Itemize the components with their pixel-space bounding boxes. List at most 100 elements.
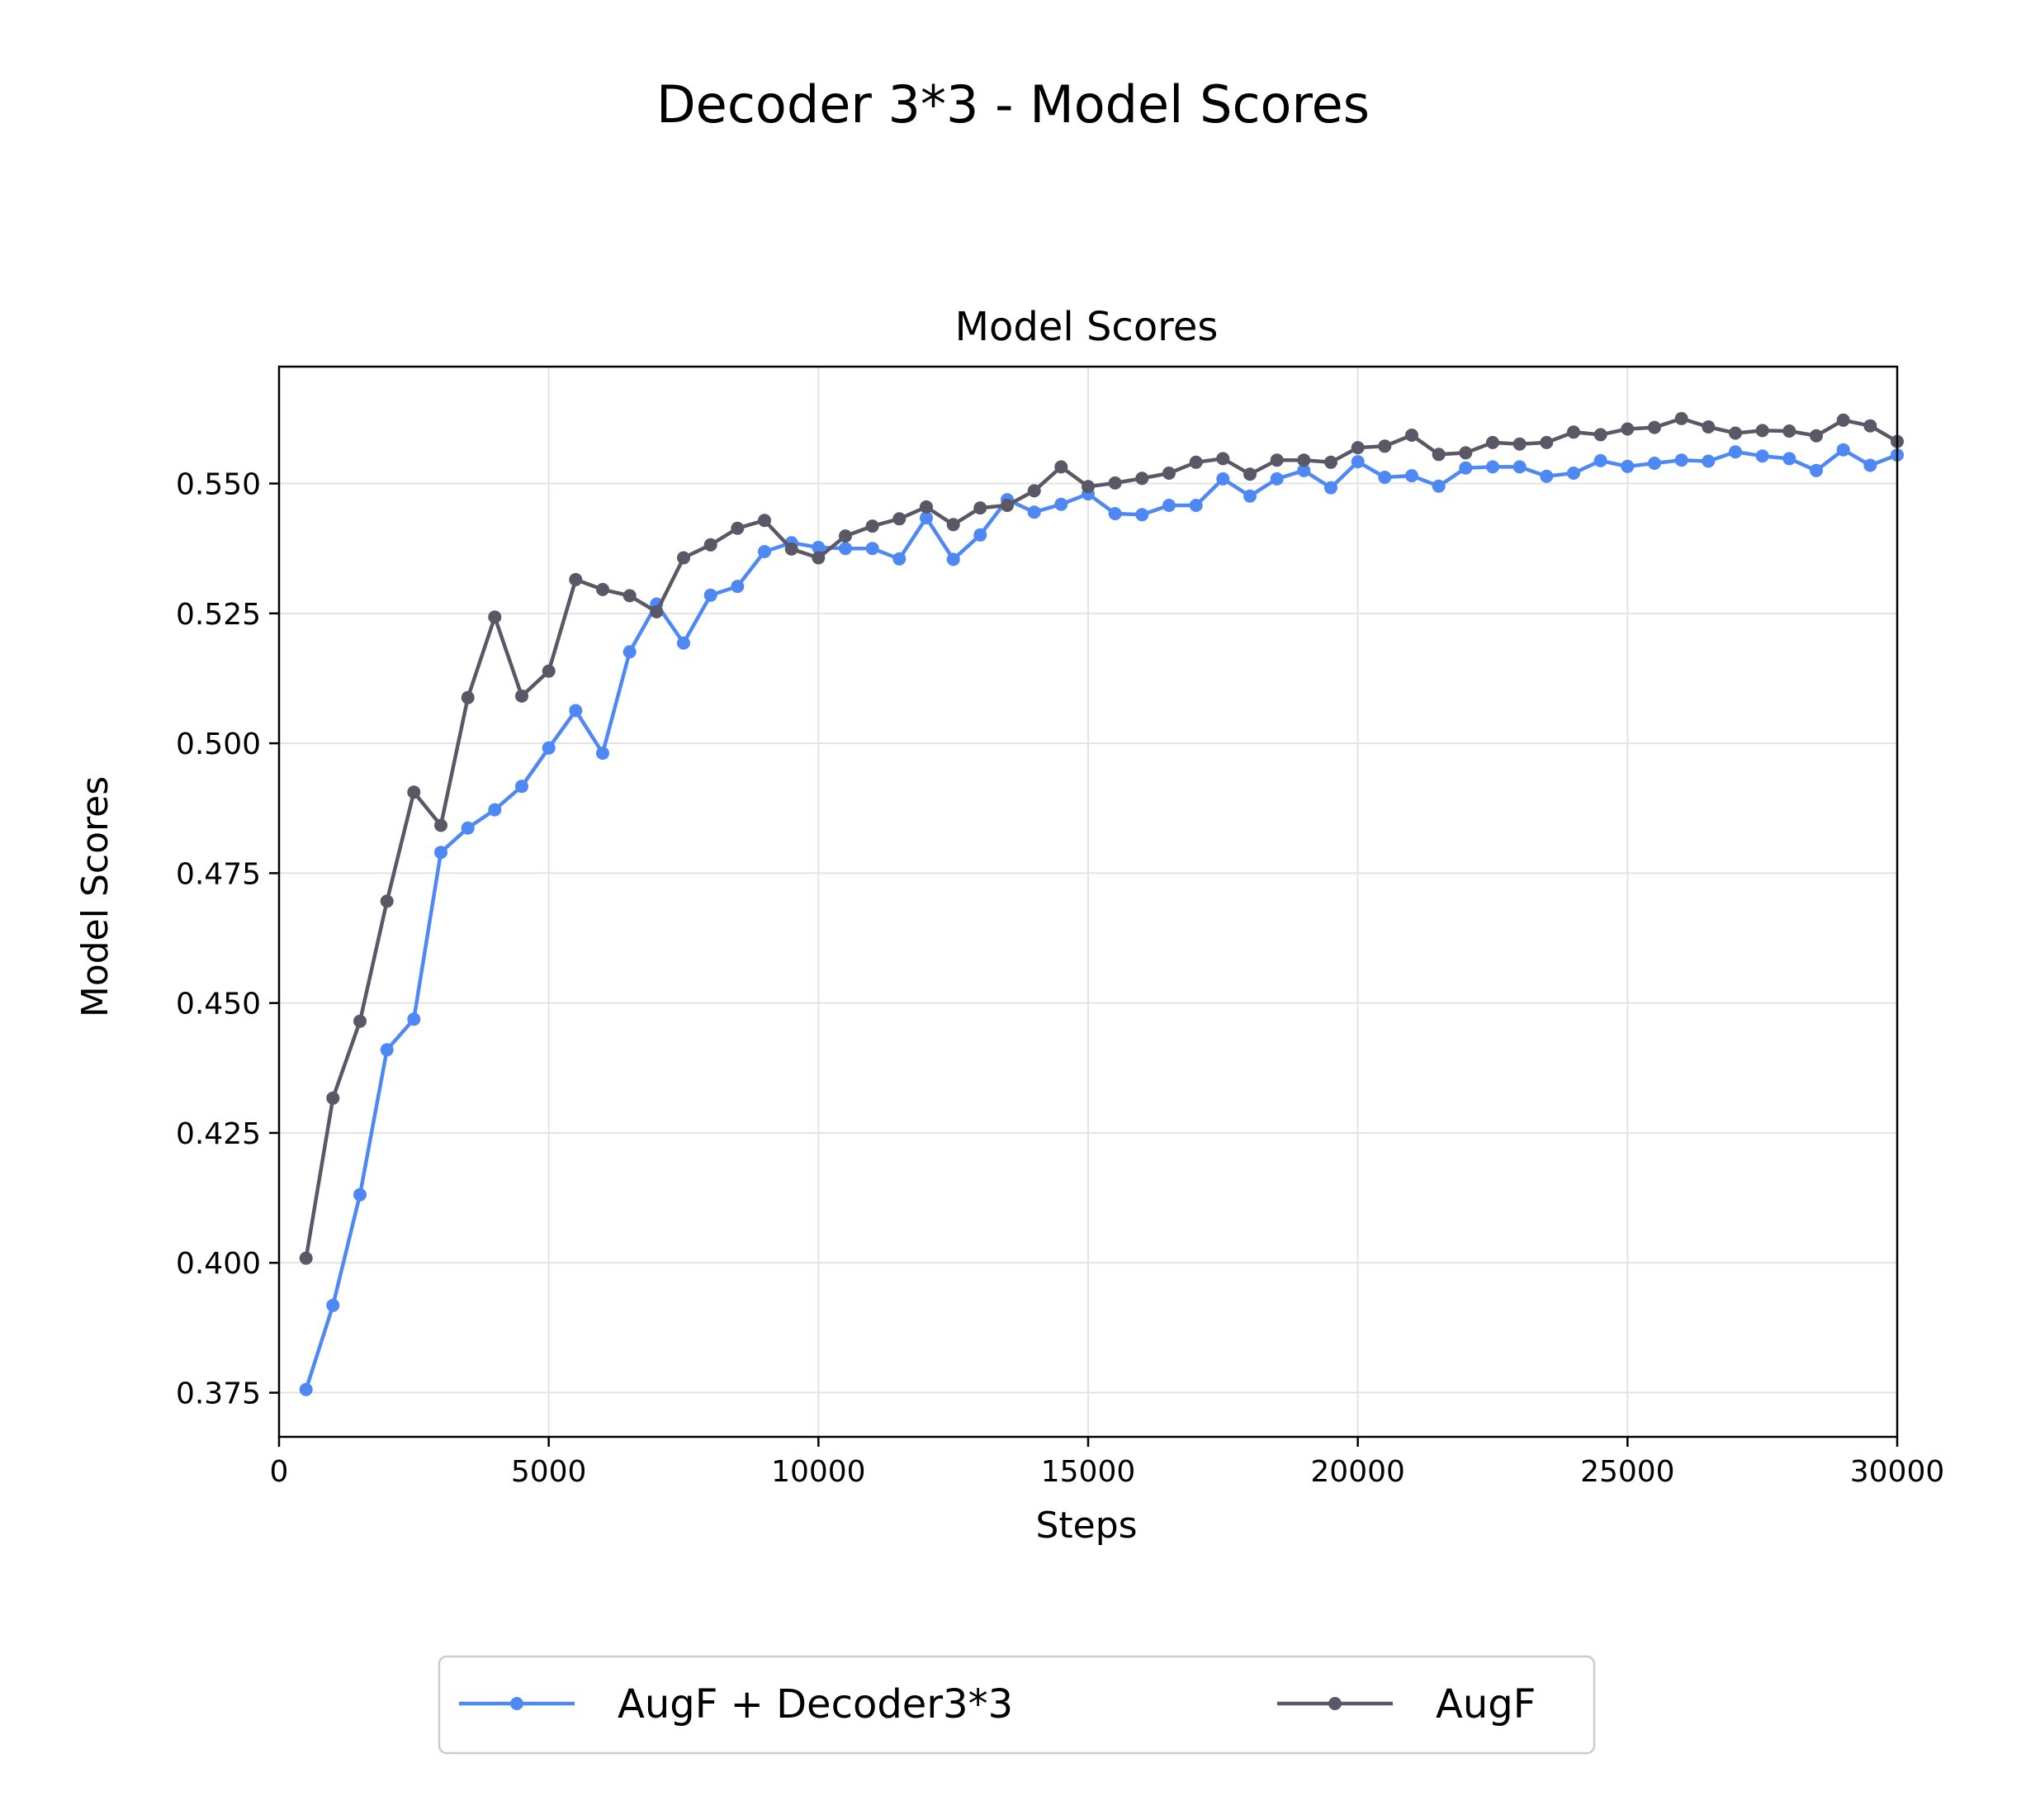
data-point (703, 588, 717, 602)
data-point (1378, 471, 1392, 484)
data-point (784, 542, 798, 556)
data-point (731, 580, 745, 594)
data-point (1243, 467, 1257, 481)
data-point (731, 521, 745, 535)
x-tick-label: 20000 (1310, 1455, 1405, 1489)
legend-label-augf-decoder: AugF + Decoder3*3 (618, 1681, 1013, 1728)
x-tick-label: 5000 (511, 1455, 587, 1489)
data-point (865, 519, 879, 533)
x-tick-label: 10000 (771, 1455, 866, 1489)
data-point (1755, 449, 1769, 463)
data-point (1216, 472, 1230, 486)
data-point (461, 690, 475, 704)
data-point (299, 1251, 313, 1265)
y-axis-ticks: 0.375 0.400 0.425 0.450 0.475 0.500 0.525 0.550 (176, 468, 279, 1411)
data-point (1054, 497, 1068, 511)
series-0 (299, 443, 1904, 1396)
y-axis-label: Model Scores (74, 776, 116, 1017)
data-point (973, 501, 987, 515)
data-point (461, 821, 475, 835)
data-point (1351, 455, 1365, 469)
data-point (1540, 469, 1554, 483)
data-point (1621, 422, 1635, 436)
y-tick-label: 0.450 (176, 988, 261, 1021)
data-point (946, 518, 960, 532)
data-point (1270, 472, 1284, 486)
data-point (380, 894, 394, 908)
data-point (407, 785, 421, 799)
data-point (1567, 425, 1580, 439)
data-point (1162, 467, 1176, 480)
data-point (1270, 453, 1284, 467)
legend-marker-augf-decoder (510, 1697, 523, 1710)
data-point (758, 545, 771, 558)
data-point (839, 542, 852, 556)
data-point (1189, 455, 1203, 469)
legend: AugF + Decoder3*3 AugF (438, 1655, 1596, 1755)
data-point (1863, 458, 1877, 472)
data-point (1027, 505, 1041, 519)
axes-title: Model Scores (955, 304, 1219, 350)
data-point (1593, 453, 1607, 467)
x-tick-label: 25000 (1580, 1455, 1675, 1489)
data-point (1836, 443, 1850, 457)
data-point (326, 1298, 340, 1312)
data-point (1755, 424, 1769, 438)
data-point (1648, 420, 1661, 434)
legend-marker-augf (1328, 1697, 1342, 1710)
data-point (1567, 467, 1580, 480)
data-point (1621, 459, 1635, 473)
y-tick-label: 0.425 (176, 1117, 261, 1151)
data-point (973, 528, 987, 542)
data-point (1512, 460, 1527, 474)
data-point (353, 1187, 367, 1201)
data-point (1108, 476, 1122, 490)
data-point (1729, 445, 1742, 459)
data-point (1405, 469, 1418, 483)
data-point (1702, 454, 1716, 468)
data-point (1432, 448, 1446, 462)
data-point (1593, 428, 1607, 442)
data-point (1459, 446, 1473, 460)
data-point (434, 818, 447, 832)
data-point (1351, 441, 1365, 455)
data-point (865, 542, 879, 556)
data-point (515, 780, 528, 794)
data-point (1729, 426, 1742, 440)
data-point (1782, 424, 1796, 438)
data-point (758, 514, 771, 528)
y-tick-label: 0.475 (176, 857, 261, 891)
data-point (1702, 420, 1716, 434)
legend-box (438, 1655, 1596, 1755)
legend-label-augf: AugF (1436, 1681, 1536, 1728)
data-point (1054, 460, 1068, 474)
data-point (515, 689, 528, 703)
data-point (1810, 429, 1823, 443)
data-point (1486, 435, 1499, 449)
data-point (1486, 460, 1499, 474)
data-point (812, 540, 826, 554)
data-point (946, 552, 960, 566)
data-point (1108, 507, 1122, 520)
data-point (407, 1012, 421, 1026)
data-point (622, 589, 637, 603)
data-point (1297, 463, 1311, 477)
data-point (1810, 463, 1823, 477)
y-tick-label: 0.500 (176, 728, 261, 761)
data-point (1324, 455, 1337, 469)
data-point (326, 1091, 340, 1105)
data-point (299, 1382, 313, 1396)
data-point (839, 529, 852, 543)
data-point (1432, 479, 1446, 493)
data-point (1863, 419, 1877, 433)
data-point (1027, 484, 1041, 498)
data-point (812, 551, 826, 565)
data-point (1324, 481, 1337, 495)
data-point (488, 610, 502, 624)
data-point (569, 572, 583, 586)
data-point (596, 746, 609, 761)
y-tick-label: 0.400 (176, 1247, 261, 1281)
data-point (1243, 489, 1257, 503)
data-point (1189, 499, 1203, 512)
